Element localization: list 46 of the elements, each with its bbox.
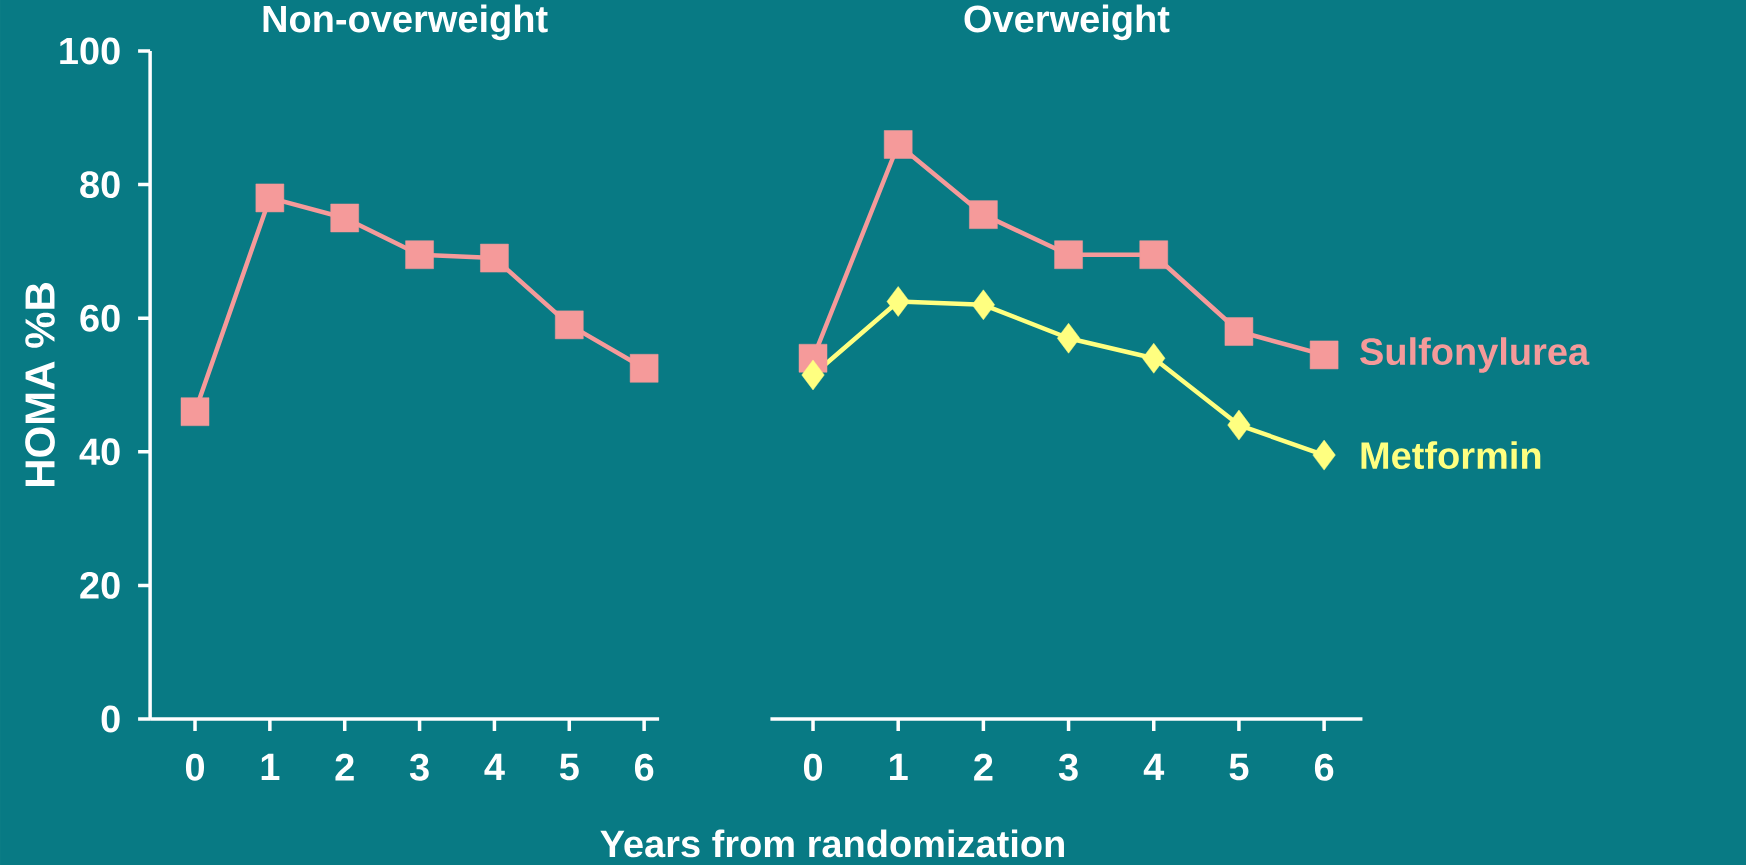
x-tick-label: 3 [1058,753,1078,781]
point [1312,439,1336,471]
y-tick-label: 80 [80,171,120,199]
point [1227,409,1251,441]
chart-title: Overweight [964,4,1170,41]
x-tick-label: 6 [634,753,654,781]
series-label: Metformin [1361,441,1541,470]
point [1139,240,1168,269]
x-tick-label: 5 [559,753,579,781]
point [1054,240,1083,269]
x-tick-label: 4 [484,753,505,780]
point [405,240,434,269]
x-tick-label: 2 [974,753,993,781]
x-tick-label: 2 [335,753,354,781]
y-tick-label: 0 [101,705,120,733]
y-axis-title: HOMA %B [25,283,55,487]
x-tick-label: 1 [261,753,280,780]
x-tick-label: 0 [803,753,823,781]
point [1224,317,1254,346]
series-label: Sulfonylurea [1360,337,1590,373]
point [180,397,210,426]
point [629,354,659,383]
y-tick-label: 20 [80,571,120,599]
point [1142,343,1166,374]
x-tick-label: 3 [409,753,429,781]
x-tick-label: 5 [1229,753,1249,781]
y-tick-label: 100 [60,37,120,65]
point [555,310,584,340]
point [886,286,910,317]
x-tick-label: 4 [1143,753,1165,780]
point [801,359,825,391]
point [330,203,359,233]
point [1057,322,1081,354]
x-tick-label: 6 [1314,753,1334,781]
point [1309,340,1339,370]
chart-title: Non-overweight [263,4,548,41]
point [971,289,995,321]
point [883,130,913,159]
y-tick-label: 60 [80,304,120,332]
x-axis-title: Years from randomization [600,829,1064,858]
x-tick-label: 1 [890,753,908,780]
y-tick-label: 40 [79,438,120,466]
x-tick-label: 0 [185,753,205,781]
point [969,200,998,229]
point [255,183,285,213]
point [480,243,509,273]
